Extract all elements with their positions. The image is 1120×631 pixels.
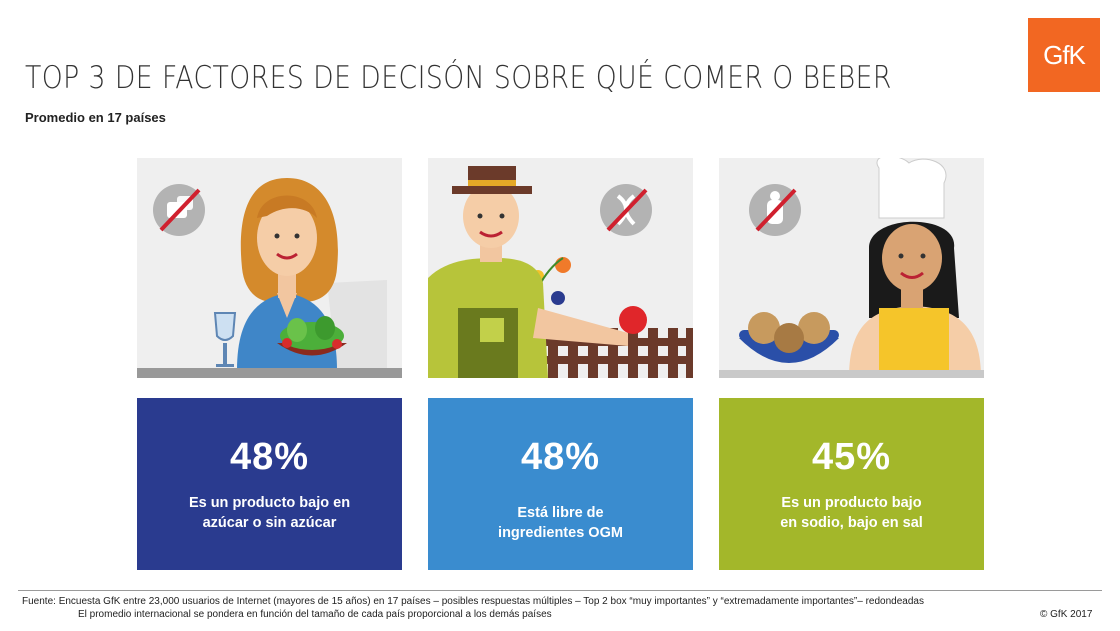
stat-label: Es un producto bajo en sodio, bajo en sa… xyxy=(780,495,923,531)
stat-card-low-sodium: 45% Es un producto bajo en sodio, bajo e… xyxy=(719,398,984,570)
stat-label: Es un producto bajo en azúcar o sin azúc… xyxy=(188,495,351,531)
no-salt-icon xyxy=(749,184,801,236)
stat-card-low-sugar: 48% Es un producto bajo en azúcar o sin … xyxy=(137,398,402,570)
stat-card-no-gmo: 48% Está libre de ingredientes OGM xyxy=(428,398,693,570)
illustration-woman-salad xyxy=(137,158,402,378)
illustration-farmer-tomato xyxy=(428,158,693,378)
stat-label: Está libre de ingredientes OGM xyxy=(498,505,623,541)
page-subtitle: Promedio en 17 países xyxy=(25,110,166,125)
footer-source: Fuente: Encuesta GfK entre 23,000 usuari… xyxy=(22,596,924,607)
stat-value: 48% xyxy=(520,436,601,478)
stat-value: 48% xyxy=(229,436,310,478)
no-sugar-icon xyxy=(153,184,205,236)
stat-value: 45% xyxy=(811,436,892,478)
illustration-chef-bread xyxy=(719,158,984,378)
gfk-logo: GfK xyxy=(1028,18,1100,92)
footer-divider xyxy=(18,590,1102,591)
footer-copyright: © GfK 2017 xyxy=(1040,609,1093,620)
no-gmo-icon xyxy=(600,184,652,236)
footer-note: El promedio internacional se pondera en … xyxy=(78,609,552,620)
page-title: TOP 3 DE FACTORES DE DECISÓN SOBRE QUÉ C… xyxy=(25,60,892,96)
